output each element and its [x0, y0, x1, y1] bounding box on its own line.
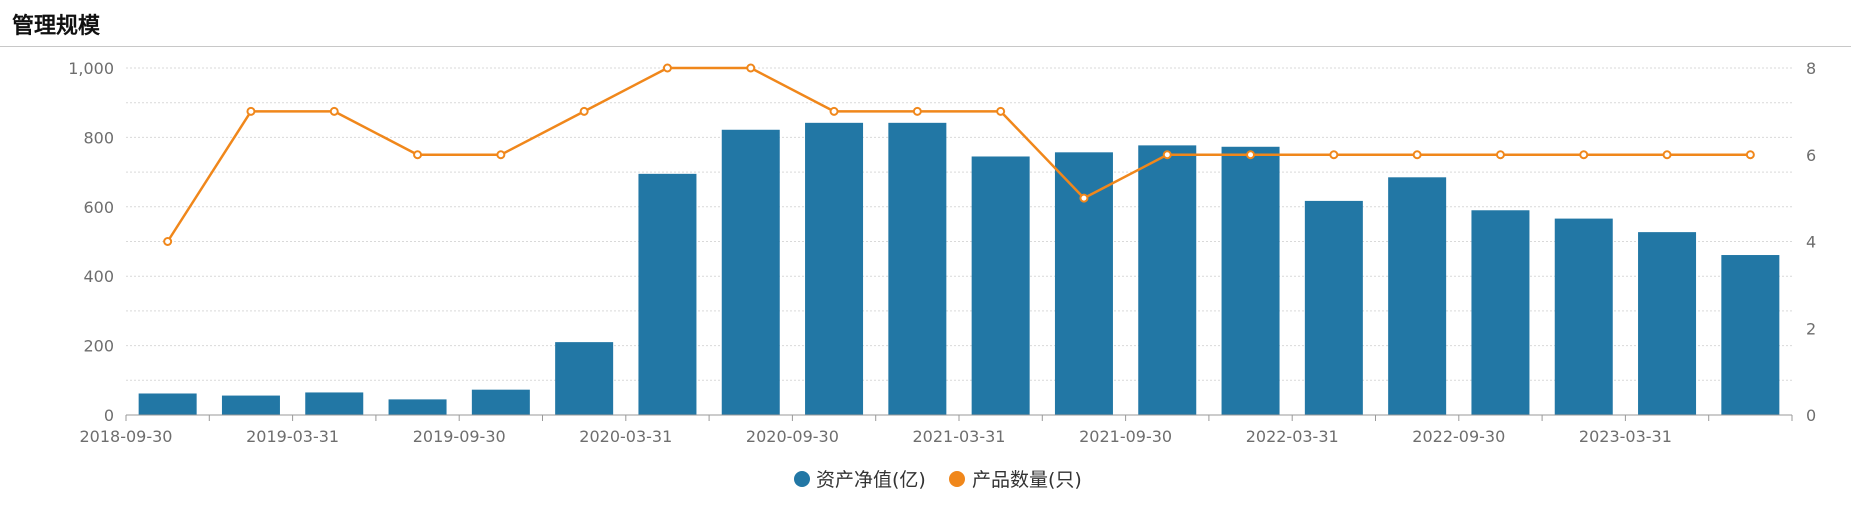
line-point [1412, 150, 1422, 160]
y-left-tick-label: 600 [83, 198, 114, 217]
panel-header: 管理规模 [0, 0, 1851, 47]
line-point [746, 63, 756, 73]
line-point [996, 106, 1006, 116]
y-left-tick-label: 800 [83, 128, 114, 147]
line-point [1745, 150, 1755, 160]
legend-label-net-asset: 资产净值(亿) [816, 469, 926, 491]
line-point [1329, 150, 1339, 160]
line-point [496, 150, 506, 160]
x-tick-label: 2020-09-30 [746, 427, 839, 446]
bar [971, 156, 1030, 416]
line-point [1246, 150, 1256, 160]
line-point [1079, 193, 1089, 203]
line-point [1162, 150, 1172, 160]
panel-title: 管理规模 [12, 14, 101, 39]
line-point [246, 106, 256, 116]
y-left-tick-label: 0 [104, 406, 114, 425]
product-count-line [166, 66, 1751, 243]
legend-label-product-count: 产品数量(只) [972, 469, 1082, 491]
bar [221, 395, 280, 415]
bar [305, 392, 364, 415]
bar [1054, 152, 1113, 416]
x-tick-label: 2021-03-31 [913, 427, 1006, 446]
bar [805, 122, 864, 416]
line-point [829, 106, 839, 116]
bar [388, 399, 447, 415]
x-tick-label: 2022-03-31 [1246, 427, 1339, 446]
line-point [1495, 150, 1505, 160]
line-point [912, 106, 922, 116]
bar [638, 173, 697, 415]
bar [1721, 255, 1780, 415]
legend-marker-net-asset [794, 471, 810, 487]
x-tick-label: 2022-09-30 [1412, 427, 1505, 446]
y-left-tick-label: 200 [83, 337, 114, 356]
line-point [1579, 150, 1589, 160]
bar [555, 342, 614, 415]
bar [471, 389, 530, 415]
y-right-tick-label: 8 [1806, 59, 1816, 78]
bar [1304, 200, 1363, 415]
bar [721, 129, 780, 416]
line-point [329, 106, 339, 116]
bar [1221, 146, 1280, 416]
bar [1138, 145, 1197, 416]
line-point [1662, 150, 1672, 160]
bar [1471, 210, 1530, 415]
legend-marker-product-count [949, 471, 965, 487]
x-tick-label: 2021-09-30 [1079, 427, 1172, 446]
y-right-tick-label: 4 [1806, 233, 1816, 252]
bar [888, 122, 947, 416]
x-tick-label: 2023-03-31 [1579, 427, 1672, 446]
y-right-tick-label: 0 [1806, 406, 1816, 425]
bar [1638, 232, 1697, 415]
line-point [662, 63, 672, 73]
y-right-tick-label: 6 [1806, 146, 1816, 165]
y-left-tick-label: 1,000 [68, 59, 114, 78]
bar [1554, 218, 1613, 415]
bar [1388, 177, 1447, 415]
x-tick-label: 2019-03-31 [246, 427, 339, 446]
line-point [413, 150, 423, 160]
y-right-tick-label: 2 [1806, 319, 1816, 338]
x-tick-label: 2018-09-30 [80, 427, 173, 446]
x-tick-label: 2019-09-30 [413, 427, 506, 446]
x-tick-label: 2020-03-31 [579, 427, 672, 446]
bar [138, 393, 197, 415]
line-point [579, 106, 589, 116]
y-left-tick-label: 400 [83, 267, 114, 286]
line-point [163, 237, 173, 246]
